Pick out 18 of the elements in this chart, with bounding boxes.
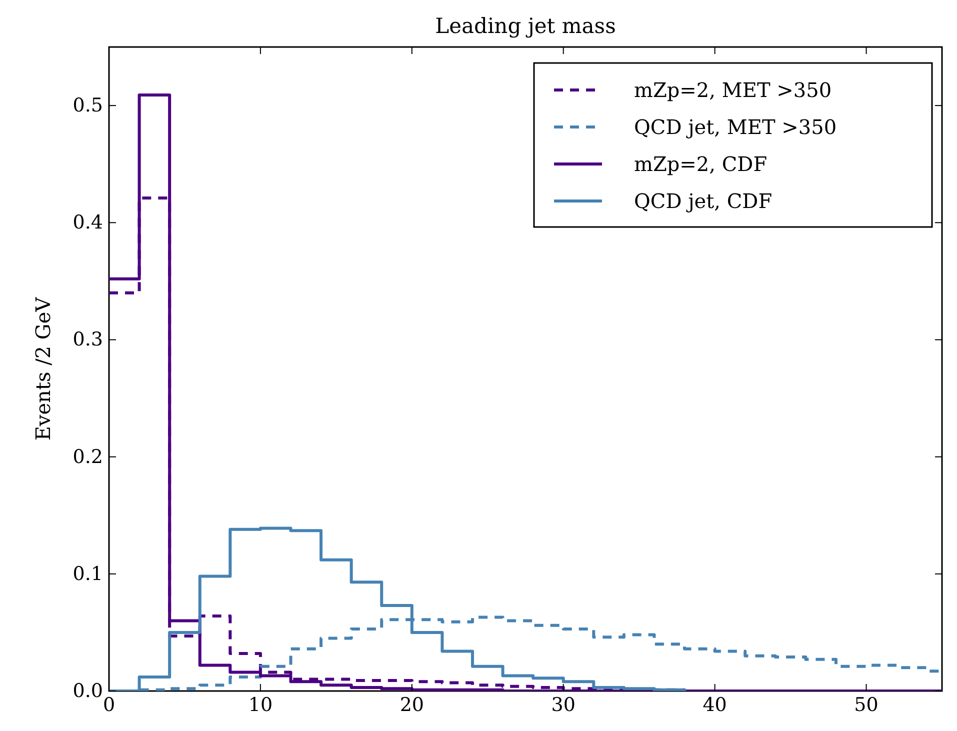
chart-title: Leading jet mass (435, 14, 616, 38)
x-tick-label: 30 (551, 694, 576, 716)
x-tick-label: 10 (248, 694, 273, 716)
x-tick-label: 20 (400, 694, 424, 716)
y-tick-label: 0.4 (72, 212, 103, 234)
y-tick-label: 0.3 (72, 328, 103, 351)
y-tick-label: 0.1 (72, 562, 103, 585)
legend-label: QCD jet, MET >350 (634, 115, 837, 139)
y-axis-title: Events /2 GeV (31, 296, 55, 441)
y-tick-label: 0.0 (72, 680, 103, 702)
y-tick-label: 0.2 (72, 446, 103, 468)
legend-label: QCD jet, CDF (634, 189, 772, 213)
x-tick-label: 50 (854, 694, 878, 716)
x-tick-label: 40 (702, 694, 727, 716)
x-tick-label: 0 (102, 694, 116, 716)
legend-label: mZp=2, MET >350 (634, 78, 832, 102)
legend-label: mZp=2, CDF (634, 152, 768, 176)
y-tick-label: 0.5 (72, 94, 103, 117)
